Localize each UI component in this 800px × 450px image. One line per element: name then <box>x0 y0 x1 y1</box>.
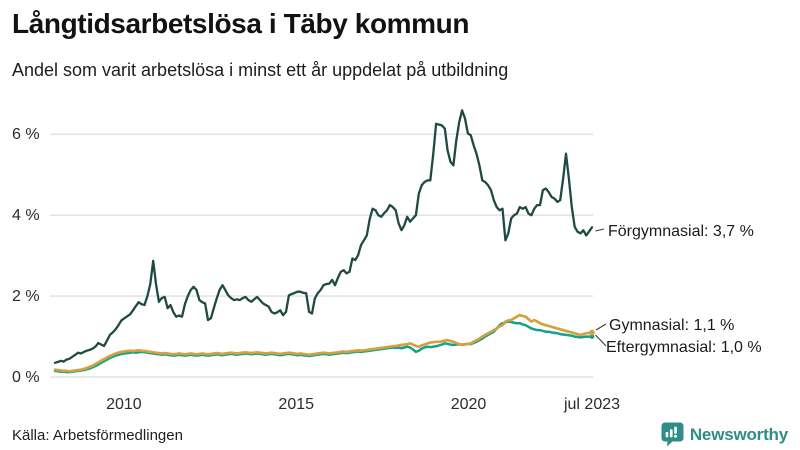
newsworthy-logo-icon <box>661 422 684 447</box>
newsworthy-brand: Newsworthy <box>661 422 788 447</box>
connector-forgymnasial <box>595 228 605 232</box>
series-line-eftergymnasial <box>53 320 594 374</box>
y-tick-label: 6 % <box>12 125 40 143</box>
page-title: Långtidsarbetslösa i Täby kommun <box>12 8 470 39</box>
x-tick-label: 2010 <box>106 396 142 413</box>
series-line-förgymnasial <box>53 109 594 364</box>
end-dot-gymnasial <box>589 329 595 336</box>
annotation-eftergymnasial: Eftergymnasial: 1,0 % <box>606 339 762 356</box>
annotation-connectors <box>595 228 607 347</box>
x-tick-label: 2020 <box>450 396 487 413</box>
connector-eftergymnasial <box>595 334 607 347</box>
x-tick-label: jul 2023 <box>563 396 621 413</box>
source-note: Källa: Arbetsförmedlingen <box>12 427 183 444</box>
page-subtitle: Andel som varit arbetslösa i minst ett å… <box>12 60 509 80</box>
annotation-gymnasial: Gymnasial: 1,1 % <box>609 317 735 334</box>
gridlines <box>50 133 593 378</box>
x-tick-label: 2015 <box>278 396 315 413</box>
series-end-dots <box>589 329 595 339</box>
series-line-gymnasial <box>53 313 594 373</box>
annotation-forgymnasial: Förgymnasial: 3,7 % <box>608 223 754 240</box>
y-tick-label: 0 % <box>12 368 40 386</box>
newsworthy-wordmark: Newsworthy <box>689 424 788 444</box>
end-dot-eftergymnasial <box>589 334 595 339</box>
series-lines <box>53 109 594 374</box>
y-tick-label: 2 % <box>12 287 40 305</box>
y-tick-label: 4 % <box>12 206 40 224</box>
connector-gymnasial <box>595 323 607 331</box>
